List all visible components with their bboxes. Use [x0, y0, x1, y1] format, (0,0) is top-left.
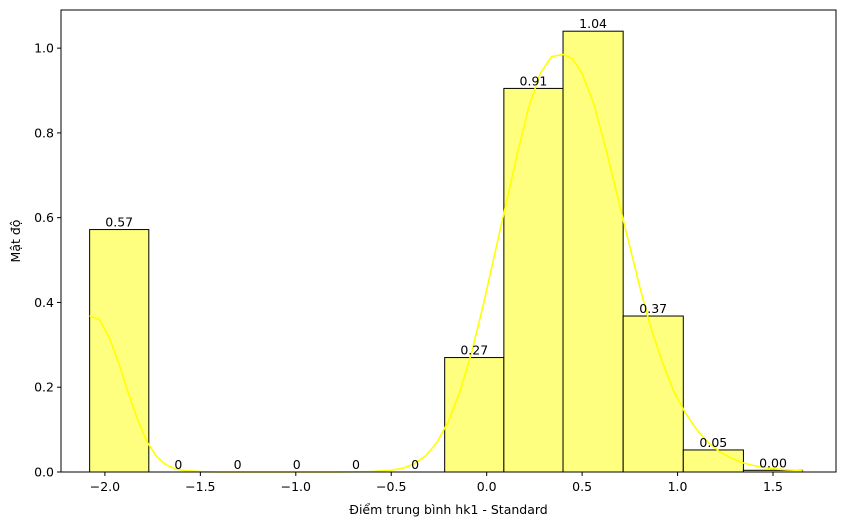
bar-value-label: 0.91 — [520, 73, 548, 88]
x-axis-ticks: −2.0 −1.5 −1.0 −0.5 0.0 0.5 1.0 1.5 — [90, 472, 783, 494]
plot-frame — [60, 9, 837, 473]
y-tick-label: 0.8 — [34, 125, 54, 140]
x-tick-label: −1.0 — [281, 479, 311, 494]
x-tick-label: −2.0 — [90, 479, 120, 494]
bar-value-label: 0 — [234, 457, 242, 472]
histogram-bar — [89, 229, 150, 473]
histogram-bar — [622, 315, 684, 473]
histogram-bars — [89, 30, 804, 473]
y-axis-label: Mật độ — [8, 220, 23, 263]
x-tick-label: 0.0 — [477, 479, 497, 494]
y-tick-label: 1.0 — [34, 41, 54, 56]
bar-value-labels: 0.57 0 0 0 0 0 0.27 0.91 1.04 0.37 0.05 0.00 — [105, 16, 787, 472]
bar-value-label: 0.37 — [639, 301, 667, 316]
bar-value-label: 1.04 — [579, 16, 607, 31]
bar-value-label: 0.00 — [759, 455, 787, 470]
y-tick-label: 0.0 — [34, 465, 54, 480]
bar-value-label: 0 — [174, 457, 182, 472]
x-axis-label: Điểm trung bình hk1 - Standard — [349, 502, 547, 517]
y-tick-label: 0.6 — [34, 210, 54, 225]
y-tick-label: 0.4 — [34, 295, 54, 310]
y-tick-label: 0.2 — [34, 380, 54, 395]
bar-value-label: 0 — [293, 457, 301, 472]
bar-value-label: 0 — [352, 457, 360, 472]
histogram-bar — [503, 87, 564, 473]
x-tick-label: 1.0 — [668, 479, 688, 494]
histogram-bar — [682, 449, 744, 473]
x-tick-label: −0.5 — [376, 479, 406, 494]
bar-value-label: 0.57 — [105, 215, 133, 230]
x-tick-label: 1.5 — [763, 479, 783, 494]
kde-curve-group — [89, 53, 803, 473]
y-axis-ticks: 0.0 0.2 0.4 0.6 0.8 1.0 — [34, 41, 61, 480]
x-tick-label: 0.5 — [572, 479, 592, 494]
x-tick-label: −1.5 — [185, 479, 215, 494]
kde-curve — [89, 53, 803, 473]
bar-value-label: 0.05 — [699, 435, 727, 450]
histogram-bar — [444, 357, 505, 473]
histogram-bar — [562, 30, 624, 473]
bar-value-label: 0 — [411, 457, 419, 472]
bar-value-label: 0.27 — [460, 343, 488, 358]
